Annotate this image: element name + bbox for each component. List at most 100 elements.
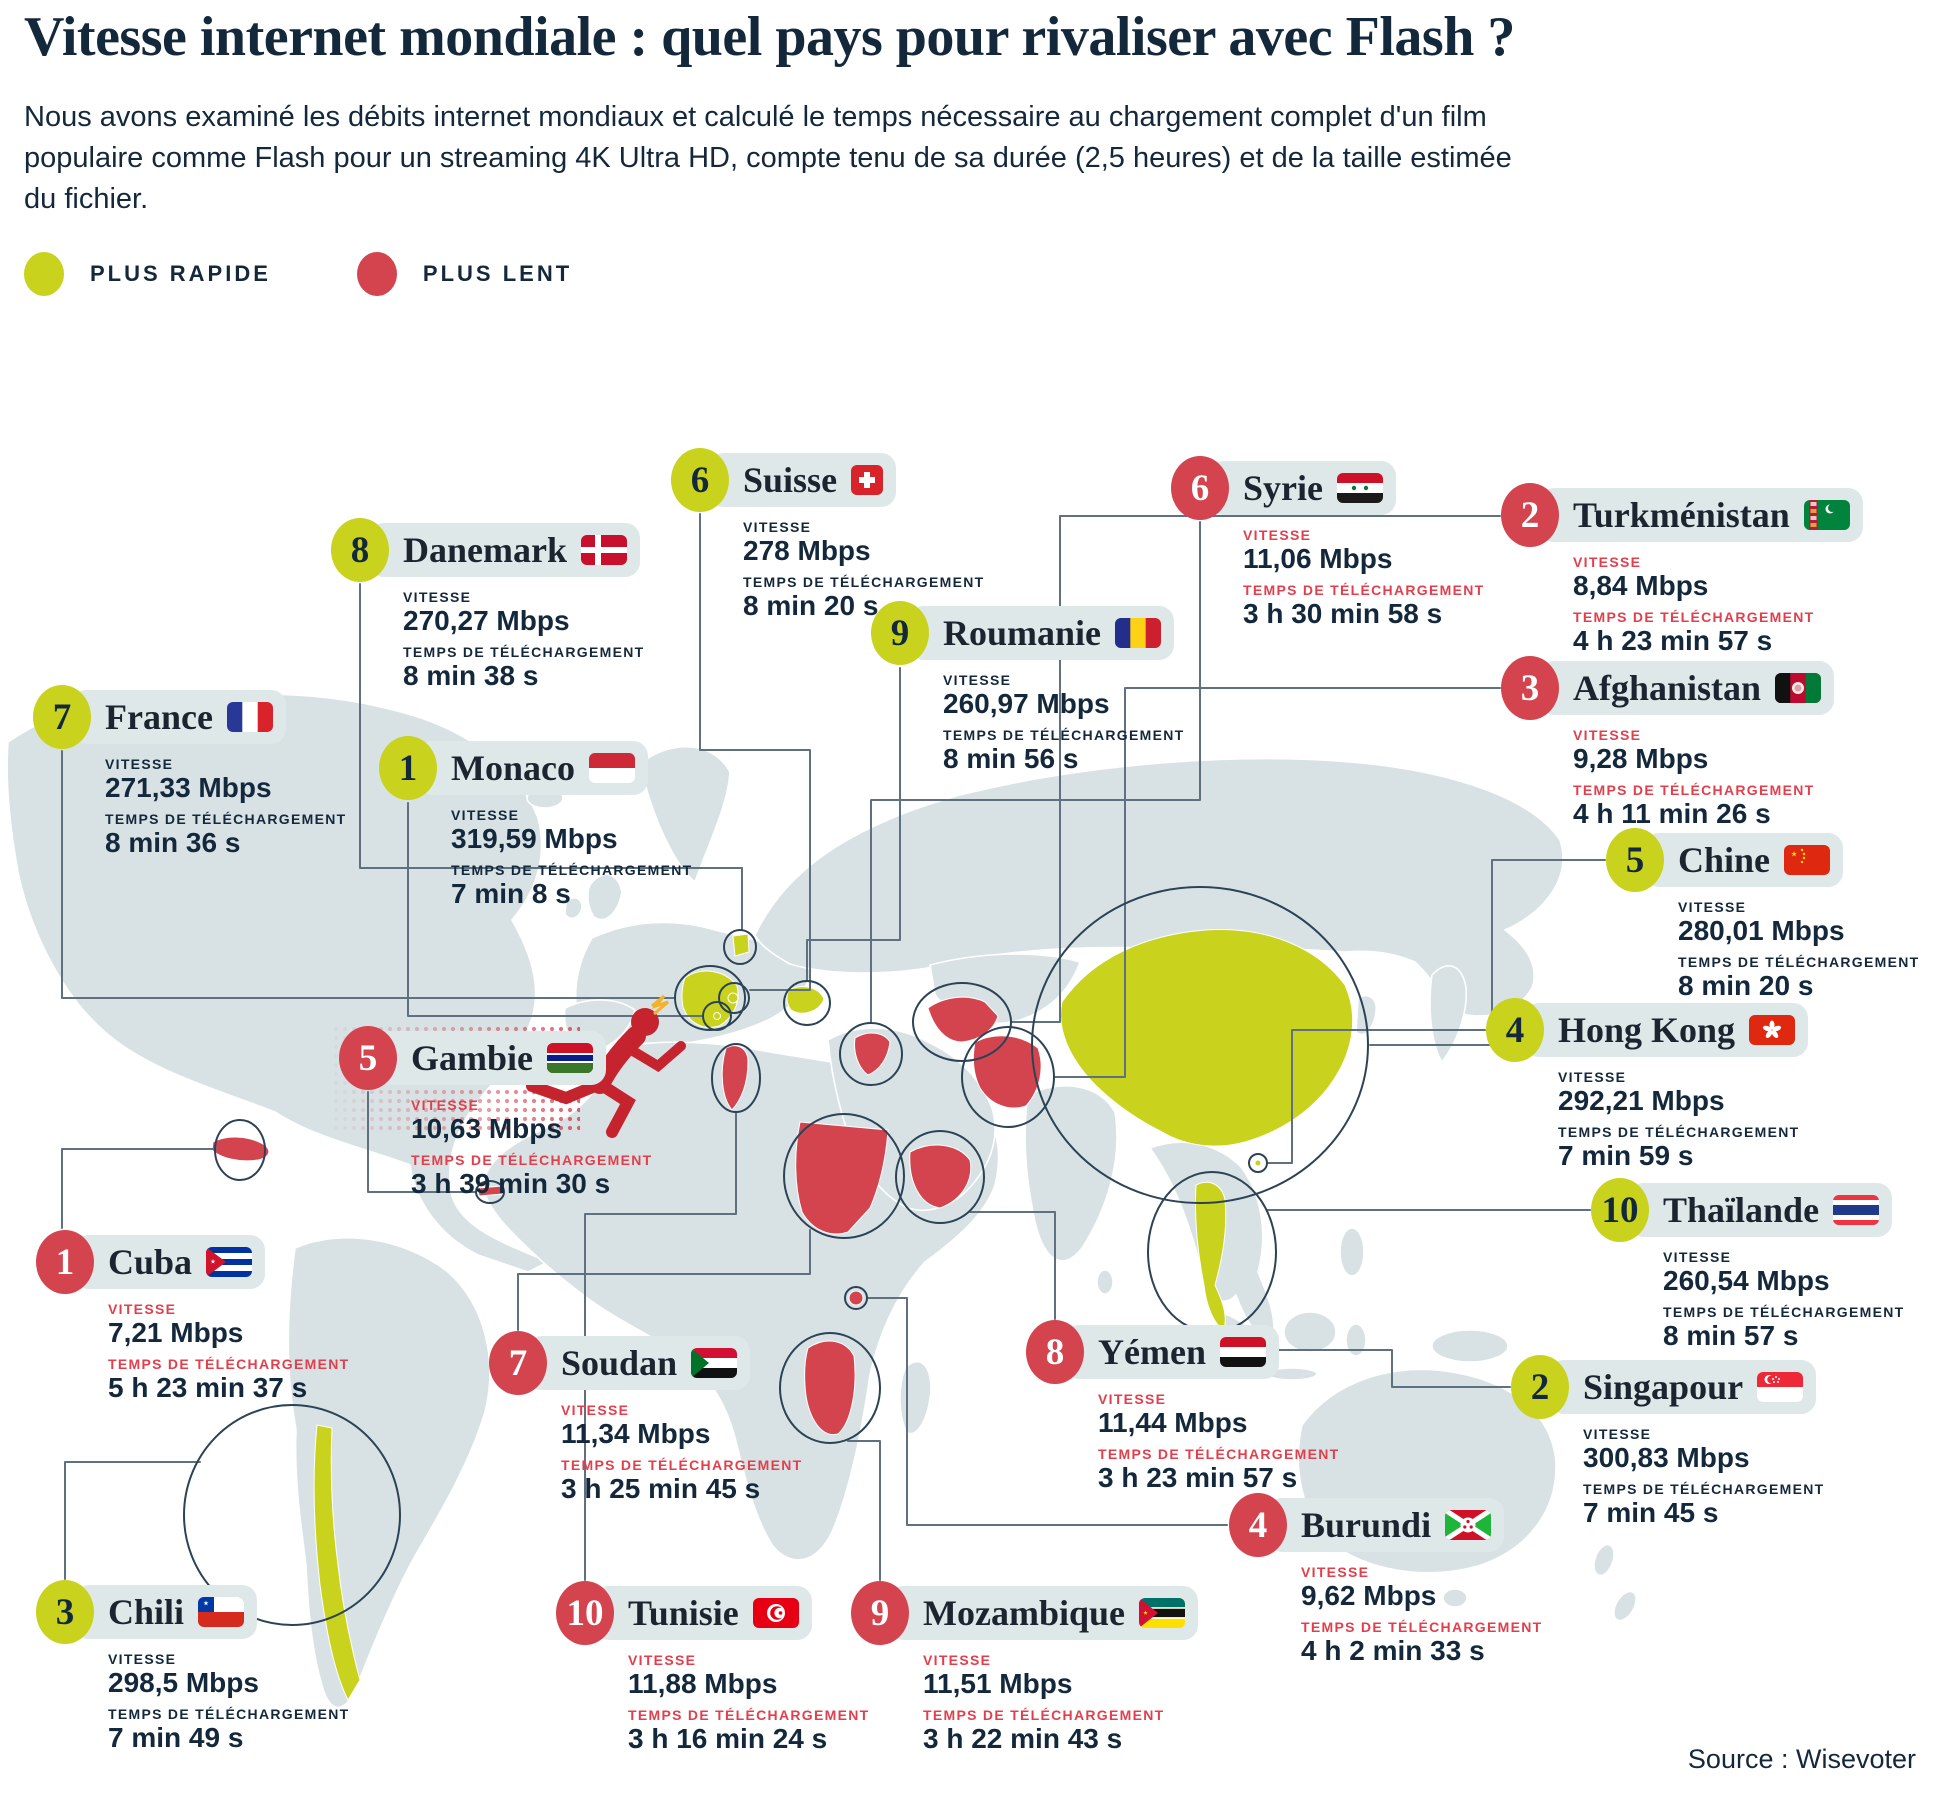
rank-badge: 5 [339,1026,397,1090]
map-circle-turkmenistan [912,982,1012,1062]
country-name: Roumanie [943,613,1102,653]
rank-number: 8 [350,529,370,571]
country-stats: VITESSE 298,5 Mbps TEMPS DE TÉLÉCHARGEME… [108,1651,350,1754]
country-highlight-yemen [909,1144,972,1209]
rank-number: 4 [1248,1504,1268,1546]
time-label: TEMPS DE TÉLÉCHARGEMENT [1573,781,1815,798]
rank-badge: 4 [1486,998,1544,1062]
speed-label: VITESSE [943,672,1012,688]
connector-soudan [517,1229,811,1331]
country-pill: Turkménistan [1539,488,1863,542]
time-label: TEMPS DE TÉLÉCHARGEMENT [1663,1303,1905,1320]
country-stats: VITESSE 11,06 Mbps TEMPS DE TÉLÉCHARGEME… [1243,527,1484,630]
china-flag-icon [1784,845,1831,875]
time-label: TEMPS DE TÉLÉCHARGEMENT [108,1705,350,1722]
country-highlight-tunisie [721,1045,749,1111]
callout-mozambique: 9 Mozambique VITESSE 11,51 Mbps TEMPS DE… [851,1581,1198,1755]
callout-suisse: 6 Suisse VITESSE 278 Mbps TEMPS DE TÉLÉC… [671,448,984,622]
time-value: 8 min 20 s [743,589,879,621]
monaco-flag-icon [588,753,635,783]
map-circle-syrie [839,1022,903,1086]
country-name: Monaco [451,748,575,788]
map-circle-suisse [718,982,750,1014]
country-name: Tunisie [628,1593,739,1633]
callout-afghanistan: 3 Afghanistan VITESSE 9,28 Mbps TEMPS DE… [1501,656,1835,830]
country-stats: VITESSE 280,01 Mbps TEMPS DE TÉLÉCHARGEM… [1678,899,1920,1002]
country-pill: Mozambique [889,1586,1198,1640]
connector-chine [1369,859,1606,1046]
time-label: TEMPS DE TÉLÉCHARGEMENT [1301,1618,1543,1635]
speed-label: VITESSE [108,1301,177,1317]
time-value: 3 h 23 min 57 s [1098,1461,1298,1493]
header: Vitesse internet mondiale : quel pays po… [24,6,1564,297]
country-name: Danemark [403,530,567,570]
fast-legend-dot [24,252,64,297]
time-value: 3 h 16 min 24 s [628,1722,828,1754]
country-stats: VITESSE 270,27 Mbps TEMPS DE TÉLÉCHARGEM… [403,589,644,692]
connector-lines [61,513,1606,1581]
speed-label: VITESSE [451,807,520,823]
country-name: Singapour [1583,1367,1744,1407]
speed-label: VITESSE [1558,1069,1627,1085]
callout-thailande: 10 Thaïlande VITESSE 260,54 Mbps TEMPS D… [1591,1178,1904,1352]
time-value: 3 h 30 min 58 s [1243,597,1443,629]
speed-value: 11,44 Mbps [1098,1407,1248,1439]
callout-singapour: 2 Singapour VITESSE 300,83 Mbps TEMPS DE… [1511,1355,1824,1529]
speed-label: VITESSE [1301,1564,1370,1580]
gambia-flag-icon [547,1043,593,1073]
country-name: Burundi [1301,1505,1432,1545]
rank-badge: 8 [1026,1320,1084,1384]
time-value: 8 min 36 s [105,826,241,858]
country-highlight-chine [1060,929,1354,1147]
country-stats: VITESSE 271,33 Mbps TEMPS DE TÉLÉCHARGEM… [105,756,346,859]
rank-badge: 4 [1229,1493,1287,1557]
time-value: 8 min 20 s [1678,969,1814,1001]
country-name: Gambie [411,1038,533,1078]
speed-value: 280,01 Mbps [1678,915,1845,947]
time-label: TEMPS DE TÉLÉCHARGEMENT [1098,1445,1340,1462]
time-value: 7 min 59 s [1558,1139,1694,1171]
time-value: 4 h 2 min 33 s [1301,1634,1485,1666]
country-stats: VITESSE 260,97 Mbps TEMPS DE TÉLÉCHARGEM… [943,672,1184,775]
country-stats: VITESSE 8,84 Mbps TEMPS DE TÉLÉCHARGEMEN… [1573,554,1863,657]
time-value: 7 min 49 s [108,1721,244,1753]
callout-yemen: 8 Yémen VITESSE 11,44 Mbps TEMPS DE TÉLÉ… [1026,1320,1339,1494]
rank-number: 1 [55,1241,75,1283]
country-pill: Danemark [369,523,640,577]
map-circle-france [674,965,746,1031]
callout-turkmenistan: 2 Turkménistan VITESSE 8,84 Mbps TEMPS D… [1501,483,1863,657]
country-stats: VITESSE 260,54 Mbps TEMPS DE TÉLÉCHARGEM… [1663,1249,1905,1352]
romania-flag-icon [1115,618,1162,648]
callout-chine: 5 Chine VITESSE 280,01 Mbps TEMPS DE TÉL… [1606,828,1919,1002]
time-value: 3 h 22 min 43 s [923,1722,1123,1754]
country-stats: VITESSE 11,44 Mbps TEMPS DE TÉLÉCHARGEME… [1098,1391,1340,1494]
speed-value: 11,51 Mbps [923,1668,1073,1700]
rank-badge: 7 [33,685,91,749]
connector-singapour [1235,1349,1511,1388]
rank-number: 7 [52,696,72,738]
country-pill: Hong Kong [1524,1003,1809,1057]
country-name: Afghanistan [1573,668,1762,708]
thailand-flag-icon [1833,1195,1880,1225]
map-circle-afghanistan [961,1026,1055,1128]
time-label: TEMPS DE TÉLÉCHARGEMENT [561,1456,803,1473]
singapore-flag-icon [1757,1372,1804,1402]
time-value: 4 h 11 min 26 s [1573,797,1771,829]
map-circle-chine [1031,886,1369,1204]
connector-turkmenistan [1011,515,1501,1023]
map-circle-soudan [783,1113,905,1239]
speed-label: VITESSE [1573,727,1642,743]
time-label: TEMPS DE TÉLÉCHARGEMENT [1678,953,1920,970]
rank-badge: 3 [1501,656,1559,720]
mozambique-flag-icon [1139,1598,1185,1628]
rank-number: 10 [1601,1189,1639,1231]
time-value: 3 h 25 min 45 s [561,1472,761,1504]
source-credit: Source : Wisevoter [1687,1744,1916,1774]
callout-soudan: 7 Soudan VITESSE 11,34 Mbps TEMPS DE TÉL… [489,1331,802,1505]
rank-badge: 6 [671,448,729,512]
rank-number: 2 [1530,1366,1550,1408]
speed-value: 9,62 Mbps [1301,1580,1437,1612]
speed-label: VITESSE [1583,1426,1652,1442]
